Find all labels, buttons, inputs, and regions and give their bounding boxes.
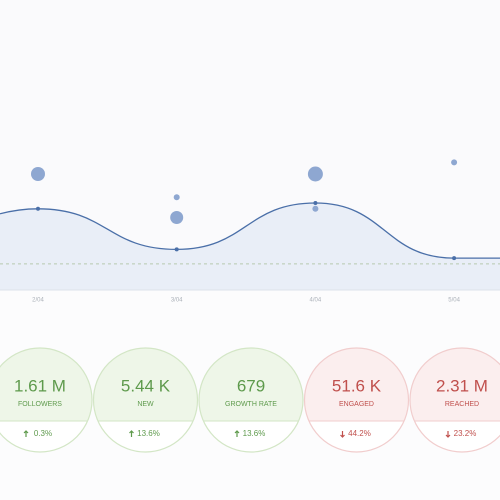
- line-lead: [0, 208, 39, 215]
- bubble: [170, 211, 184, 224]
- area: [0, 203, 500, 290]
- stat-border: [0, 347, 93, 453]
- stat-value: 51.6 K: [332, 376, 382, 395]
- stat-value: 1.61 M: [14, 376, 66, 395]
- stat-label: GROWTH RATE: [225, 401, 277, 408]
- trend-arrow: [234, 430, 240, 437]
- stat-border: [92, 347, 199, 453]
- point: [452, 256, 457, 261]
- stat-footer: [199, 421, 303, 452]
- stat-change: 23.2%: [454, 429, 477, 438]
- bubble: [307, 166, 323, 182]
- stat-border: [303, 347, 410, 453]
- x-tick-label: 2/04: [32, 298, 44, 304]
- stat-label: FOLLOWERS: [18, 401, 62, 408]
- stat-footer: [304, 421, 409, 452]
- stat-change: 13.6%: [243, 429, 266, 438]
- stat-label: REACHED: [445, 401, 479, 408]
- stat-label: NEW: [137, 401, 154, 408]
- stat-card: 5.44 K NEW 13.6%: [92, 347, 199, 453]
- line: [37, 202, 455, 259]
- x-tick-label: 3/04: [171, 298, 183, 304]
- trend-arrow: [23, 430, 29, 437]
- stat-card: 1.61 M FOLLOWERS 0.3%: [0, 347, 93, 453]
- trend-arrow: [129, 430, 134, 437]
- bubble: [451, 159, 458, 166]
- stat-value: 2.31 M: [436, 376, 488, 395]
- stat-card: 679 GROWTH RATE 13.6%: [198, 347, 304, 453]
- stat-card: 51.6 K ENGAGED 44.2%: [303, 347, 410, 453]
- stat-card: 2.31 M REACHED 23.2%: [409, 347, 500, 453]
- stat-footer: [0, 421, 92, 452]
- trend-arrow: [340, 431, 345, 438]
- stat-value: 5.44 K: [121, 376, 171, 395]
- stat-change: 13.6%: [137, 429, 160, 438]
- bubble: [312, 205, 319, 212]
- bubble: [173, 194, 180, 201]
- stat-border: [409, 347, 500, 453]
- point: [174, 247, 179, 252]
- stat-label: ENGAGED: [339, 401, 374, 408]
- bubble: [31, 167, 45, 181]
- stat-change: 0.3%: [34, 429, 52, 438]
- point: [36, 206, 40, 211]
- stat-change: 44.2%: [348, 429, 371, 438]
- x-tick-label: 4/04: [310, 298, 322, 304]
- stat-footer: [93, 421, 198, 452]
- point: [313, 201, 318, 205]
- stat-border: [198, 347, 304, 453]
- x-tick-label: 5/04: [448, 298, 460, 304]
- trend-arrow: [445, 431, 451, 438]
- stat-footer: [410, 421, 500, 452]
- stat-value: 679: [237, 376, 265, 395]
